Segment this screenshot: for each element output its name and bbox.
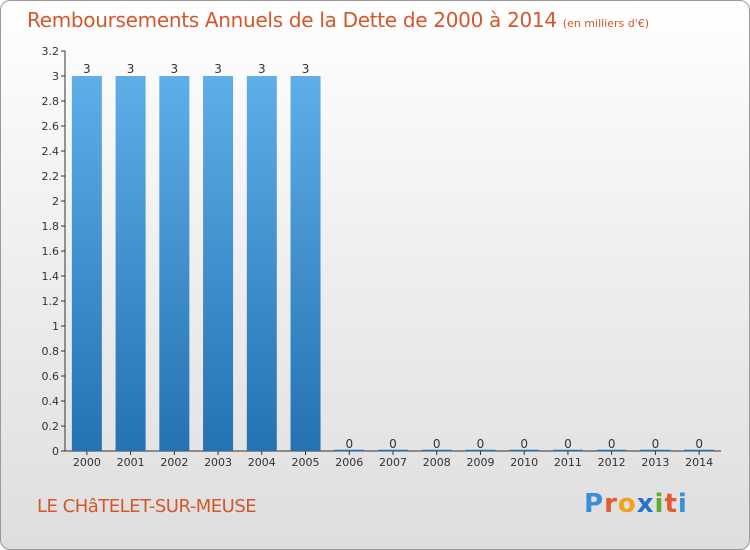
chart-title-block: Remboursements Annuels de la Dette de 20… bbox=[27, 8, 649, 32]
y-tick-label: 1.4 bbox=[42, 270, 60, 283]
brand-letter: r bbox=[604, 489, 618, 519]
brand-letter: P bbox=[584, 489, 605, 519]
data-label: 3 bbox=[302, 62, 310, 76]
chart-unit: (en milliers d'€) bbox=[562, 17, 650, 30]
brand-letter: i bbox=[677, 489, 688, 519]
data-label: 0 bbox=[520, 437, 528, 451]
x-tick-label: 2003 bbox=[204, 456, 232, 469]
y-tick-label: 2.4 bbox=[42, 145, 60, 158]
data-label: 0 bbox=[389, 437, 397, 451]
commune-name: LE CHâTELET-SUR-MEUSE bbox=[37, 496, 257, 517]
data-label: 3 bbox=[214, 62, 222, 76]
brand-letter: o bbox=[617, 489, 637, 519]
proxiti-logo: Proxiti bbox=[584, 489, 688, 519]
bar bbox=[203, 76, 234, 451]
data-label: 3 bbox=[171, 62, 179, 76]
y-tick-label: 2.6 bbox=[42, 120, 60, 133]
y-tick-label: 1.2 bbox=[42, 295, 60, 308]
bar bbox=[71, 76, 102, 451]
x-tick-label: 2013 bbox=[641, 456, 669, 469]
data-label: 0 bbox=[477, 437, 485, 451]
y-tick-label: 0.4 bbox=[42, 395, 60, 408]
x-tick-label: 2014 bbox=[685, 456, 713, 469]
brand-letter: t bbox=[664, 489, 678, 519]
data-label: 3 bbox=[83, 62, 91, 76]
x-tick-label: 2002 bbox=[160, 456, 188, 469]
y-tick-label: 0.8 bbox=[42, 345, 60, 358]
y-tick-label: 3 bbox=[52, 70, 59, 83]
y-tick-label: 1.6 bbox=[42, 245, 60, 258]
data-label: 0 bbox=[564, 437, 572, 451]
y-tick-label: 0.6 bbox=[42, 370, 60, 383]
y-tick-label: 2 bbox=[52, 195, 59, 208]
bar bbox=[290, 76, 321, 451]
x-tick-label: 2010 bbox=[510, 456, 538, 469]
data-label: 0 bbox=[345, 437, 353, 451]
x-tick-label: 2009 bbox=[466, 456, 494, 469]
bar bbox=[159, 76, 190, 451]
brand-letter: x bbox=[636, 489, 655, 519]
x-tick-label: 2006 bbox=[335, 456, 363, 469]
x-tick-label: 2011 bbox=[554, 456, 582, 469]
data-label: 3 bbox=[127, 62, 135, 76]
bar bbox=[115, 76, 146, 451]
bar bbox=[246, 76, 277, 451]
x-tick-label: 2012 bbox=[598, 456, 626, 469]
x-tick-label: 2005 bbox=[292, 456, 320, 469]
y-tick-label: 3.2 bbox=[42, 45, 60, 58]
y-tick-label: 2.8 bbox=[42, 95, 60, 108]
x-tick-label: 2008 bbox=[423, 456, 451, 469]
x-tick-label: 2000 bbox=[73, 456, 101, 469]
x-tick-label: 2007 bbox=[379, 456, 407, 469]
data-label: 0 bbox=[652, 437, 660, 451]
x-tick-label: 2001 bbox=[117, 456, 145, 469]
x-tick-label: 2004 bbox=[248, 456, 276, 469]
data-label: 3 bbox=[258, 62, 266, 76]
data-label: 0 bbox=[433, 437, 441, 451]
chart-title: Remboursements Annuels de la Dette de 20… bbox=[27, 8, 557, 32]
y-tick-label: 2.2 bbox=[42, 170, 60, 183]
y-tick-label: 0 bbox=[52, 445, 59, 458]
y-tick-label: 1.8 bbox=[42, 220, 60, 233]
data-label: 0 bbox=[695, 437, 703, 451]
data-label: 0 bbox=[608, 437, 616, 451]
y-tick-label: 1 bbox=[52, 320, 59, 333]
brand-letter: i bbox=[654, 489, 665, 519]
y-tick-label: 0.2 bbox=[42, 420, 60, 433]
